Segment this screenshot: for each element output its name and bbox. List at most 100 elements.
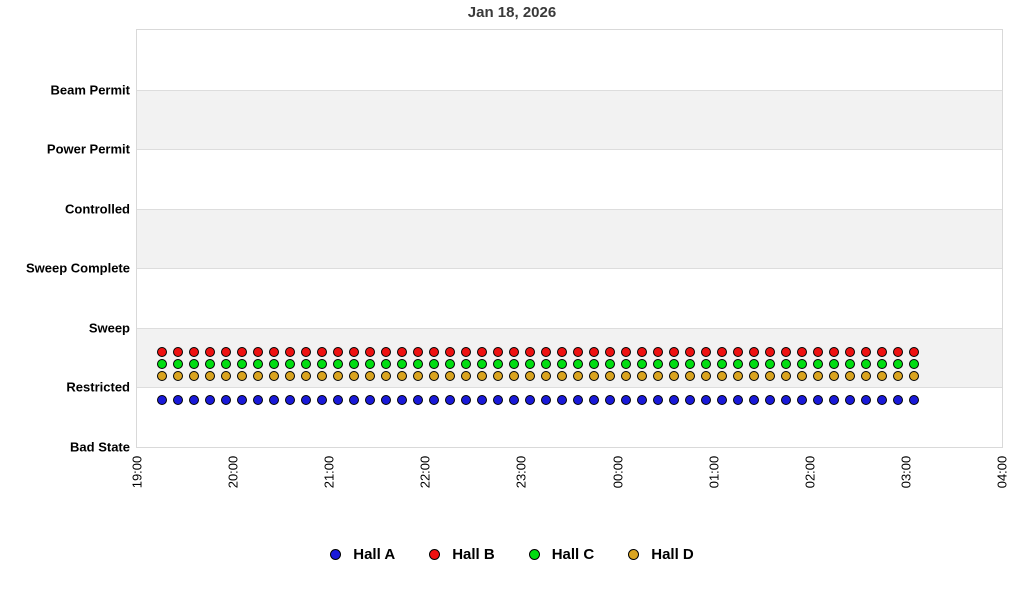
gridline — [137, 90, 1002, 91]
data-point-hall-b — [621, 346, 632, 357]
data-point-hall-a — [236, 394, 247, 405]
data-point-hall-d — [877, 370, 888, 381]
data-point-hall-d — [797, 370, 808, 381]
data-point-hall-b — [268, 346, 279, 357]
data-point-hall-d — [396, 370, 407, 381]
y-axis-label-bad-state: Bad State — [70, 439, 130, 455]
data-point-hall-a — [268, 394, 279, 405]
data-point-hall-d — [524, 370, 535, 381]
data-point-hall-c — [524, 358, 535, 369]
data-point-hall-b — [717, 346, 728, 357]
data-point-hall-a — [300, 394, 311, 405]
x-axis-tick-label: 19:00 — [129, 455, 145, 489]
data-point-hall-d — [380, 370, 391, 381]
data-point-hall-d — [845, 370, 856, 381]
data-point-hall-b — [508, 346, 519, 357]
data-point-hall-a — [412, 394, 423, 405]
y-axis-label-sweep-complete: Sweep Complete — [25, 260, 130, 276]
data-point-hall-d — [637, 370, 648, 381]
data-point-hall-c — [861, 358, 872, 369]
data-point-hall-b — [316, 346, 327, 357]
data-point-hall-d — [813, 370, 824, 381]
x-axis-tick-label: 02:00 — [802, 455, 818, 489]
data-point-hall-d — [348, 370, 359, 381]
data-point-hall-c — [637, 358, 648, 369]
data-point-hall-d — [412, 370, 423, 381]
data-point-hall-b — [460, 346, 471, 357]
data-point-hall-c — [172, 358, 183, 369]
x-axis-tick-label: 01:00 — [706, 455, 722, 489]
data-point-hall-a — [172, 394, 183, 405]
legend-item-hall-c: Hall C — [528, 546, 594, 563]
data-point-hall-a — [605, 394, 616, 405]
data-point-hall-d — [781, 370, 792, 381]
data-point-hall-b — [829, 346, 840, 357]
legend-item-hall-b: Hall B — [429, 546, 495, 563]
data-point-hall-a — [540, 394, 551, 405]
data-point-hall-a — [701, 394, 712, 405]
data-point-hall-a — [797, 394, 808, 405]
data-point-hall-d — [589, 370, 600, 381]
y-axis-label-sweep: Sweep — [88, 320, 130, 336]
chart-title: Jan 18, 2026 — [467, 4, 557, 21]
data-point-hall-c — [300, 358, 311, 369]
data-point-hall-a — [685, 394, 696, 405]
data-point-hall-c — [669, 358, 680, 369]
x-axis-tick-label: 22:00 — [417, 455, 433, 489]
data-point-hall-d — [332, 370, 343, 381]
data-point-hall-b — [813, 346, 824, 357]
data-point-hall-b — [733, 346, 744, 357]
data-point-hall-b — [701, 346, 712, 357]
data-point-hall-d — [685, 370, 696, 381]
data-point-hall-d — [573, 370, 583, 381]
data-point-hall-a — [332, 394, 343, 405]
data-point-hall-b — [556, 346, 567, 357]
data-point-hall-d — [220, 370, 231, 381]
data-point-hall-c — [556, 358, 567, 369]
data-point-hall-c — [685, 358, 696, 369]
data-point-hall-c — [428, 358, 439, 369]
legend-item-hall-a: Hall A — [330, 546, 395, 563]
data-point-hall-a — [252, 394, 263, 405]
data-point-hall-c — [605, 358, 616, 369]
data-point-hall-d — [829, 370, 840, 381]
data-point-hall-d — [765, 370, 776, 381]
data-point-hall-d — [701, 370, 712, 381]
data-point-hall-a — [909, 394, 920, 405]
data-point-hall-d — [428, 370, 439, 381]
data-point-hall-a — [829, 394, 840, 405]
data-point-hall-c — [236, 358, 247, 369]
data-point-hall-d — [252, 370, 263, 381]
data-point-hall-a — [637, 394, 648, 405]
data-point-hall-b — [524, 346, 535, 357]
data-point-hall-c — [797, 358, 808, 369]
data-point-hall-a — [380, 394, 391, 405]
data-point-hall-c — [508, 358, 519, 369]
data-point-hall-b — [156, 346, 167, 357]
data-point-hall-d — [364, 370, 375, 381]
data-point-hall-a — [621, 394, 632, 405]
data-point-hall-a — [364, 394, 375, 405]
data-point-hall-d — [268, 370, 279, 381]
data-point-hall-d — [893, 370, 904, 381]
data-point-hall-c — [540, 358, 551, 369]
data-point-hall-b — [396, 346, 407, 357]
y-axis-label-beam-permit: Beam Permit — [50, 82, 130, 98]
data-point-hall-c — [781, 358, 792, 369]
data-point-hall-b — [540, 346, 551, 357]
data-point-hall-c — [204, 358, 215, 369]
data-point-hall-b — [573, 346, 583, 357]
legend-label: Hall D — [651, 546, 694, 563]
y-axis-label-controlled: Controlled — [65, 201, 130, 217]
plot-band — [137, 90, 1002, 150]
data-point-hall-c — [332, 358, 343, 369]
data-point-hall-c — [284, 358, 295, 369]
data-point-hall-b — [364, 346, 375, 357]
data-point-hall-d — [733, 370, 744, 381]
legend-dot-icon — [330, 549, 342, 560]
x-axis-tick-label: 00:00 — [610, 455, 626, 489]
data-point-hall-b — [653, 346, 664, 357]
data-point-hall-a — [765, 394, 776, 405]
gridline — [137, 149, 1002, 150]
data-point-hall-d — [188, 370, 199, 381]
